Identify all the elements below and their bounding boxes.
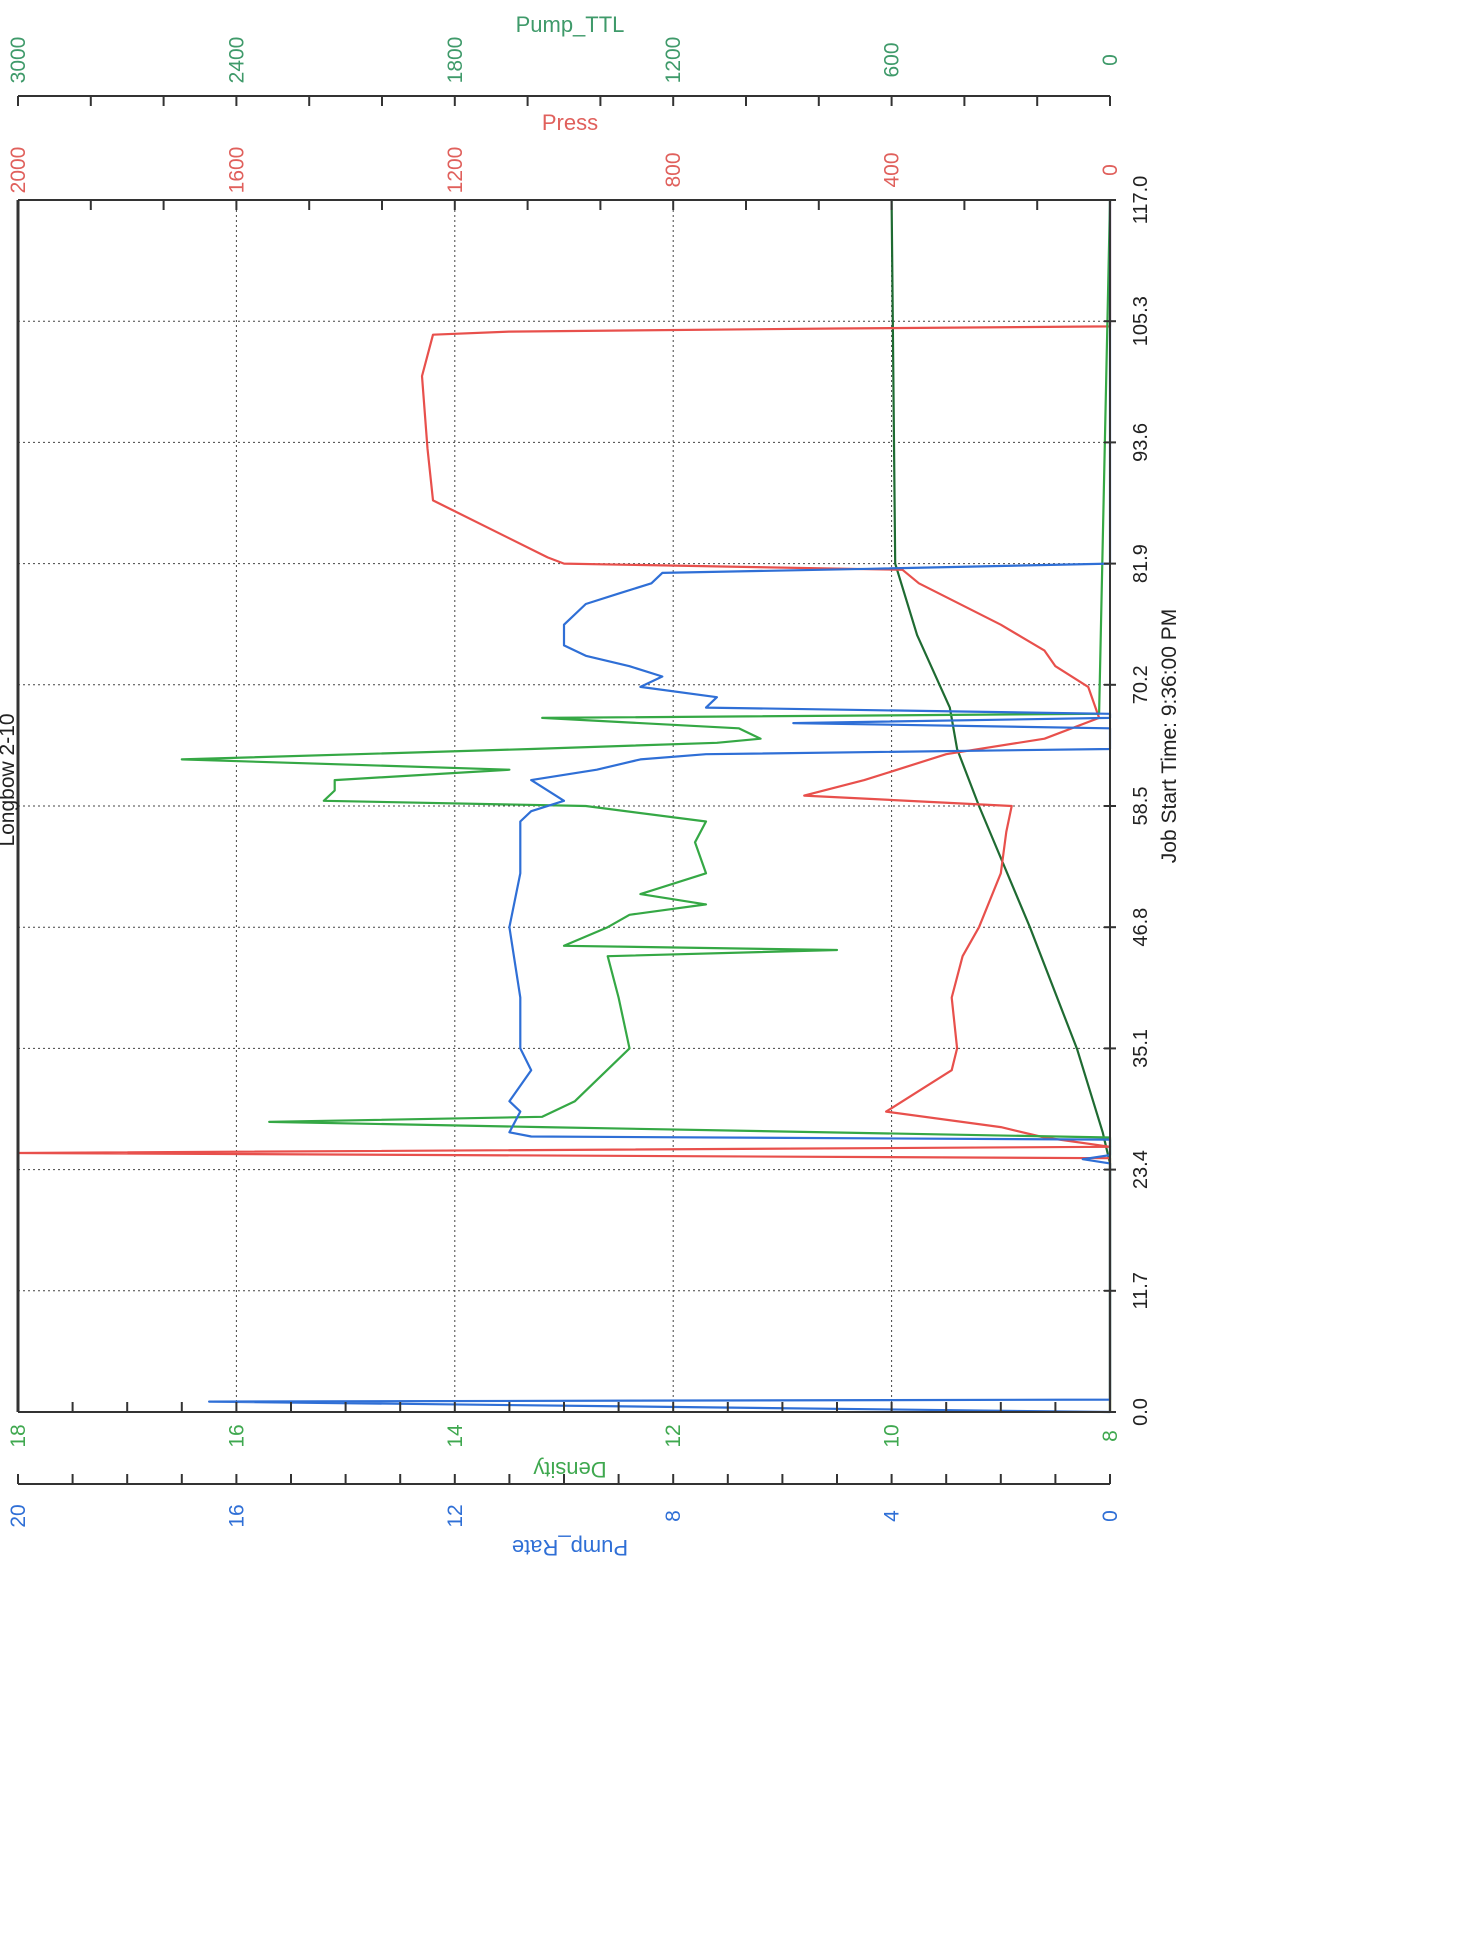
x-tick-label: 70.2 <box>1130 665 1152 704</box>
series-line-press <box>16 200 1112 1412</box>
series-layer <box>16 199 1112 1414</box>
x-tick-label: 46.8 <box>1130 908 1152 947</box>
x-axis-label: Job Start Time: 9:36:00 PM <box>1158 609 1181 863</box>
press-tick-label: 400 <box>881 152 904 187</box>
pump-rate-tick-label: 4 <box>881 1510 904 1522</box>
series-line-density <box>180 199 1112 1412</box>
x-tick-label: 105.3 <box>1130 296 1152 346</box>
text-layer: 0.0 11.7 23.4 35.1 46.8 58.5 70.2 81.9 93.6 105.3… <box>0 12 1181 1560</box>
chart-title: Longbow 2-10 <box>0 713 19 846</box>
axes-layer <box>16 95 1116 1485</box>
x-tick-label: 81.9 <box>1130 544 1152 583</box>
x-tick-label: 35.1 <box>1130 1029 1152 1068</box>
x-tick-label: 93.6 <box>1130 423 1152 462</box>
density-axis-label: Density <box>533 1457 606 1482</box>
pump-rate-tick-label: 8 <box>662 1510 685 1522</box>
press-tick-label: 2000 <box>7 147 30 194</box>
pump-ttl-tick-label: 3000 <box>7 37 30 84</box>
pump-rate-tick-label: 0 <box>1099 1510 1122 1522</box>
pump-ttl-axis-label: Pump_TTL <box>516 12 625 37</box>
x-tick-label: 11.7 <box>1130 1272 1152 1309</box>
density-tick-label: 16 <box>225 1424 248 1447</box>
density-tick-label: 18 <box>7 1424 30 1447</box>
pump-rate-tick-label: 12 <box>444 1504 467 1527</box>
pump-rate-tick-label: 16 <box>225 1504 248 1527</box>
pump-ttl-tick-label: 1800 <box>444 37 467 84</box>
pump-ttl-tick-label: 600 <box>881 42 904 77</box>
series-line-pump-ttl <box>890 199 1112 1412</box>
x-tick-label: 58.5 <box>1130 787 1152 826</box>
pump-ttl-tick-label: 0 <box>1099 54 1122 66</box>
density-tick-label: 8 <box>1099 1430 1122 1442</box>
density-tick-label: 14 <box>444 1424 467 1448</box>
press-tick-label: 1600 <box>225 147 248 194</box>
x-tick-label: 23.4 <box>1130 1150 1152 1189</box>
pump-ttl-tick-label: 1200 <box>662 37 685 84</box>
density-tick-label: 10 <box>881 1424 904 1447</box>
press-tick-label: 0 <box>1099 164 1122 176</box>
pump-ttl-tick-label: 2400 <box>225 37 248 84</box>
x-tick-label: 117.0 <box>1130 176 1152 225</box>
pump-rate-axis-label: Pump_Rate <box>512 1535 628 1560</box>
pump-rate-tick-label: 20 <box>7 1504 30 1527</box>
series-line-pump-rate <box>208 200 1112 1414</box>
press-axis-label: Press <box>542 110 598 135</box>
density-tick-label: 12 <box>662 1424 685 1447</box>
press-tick-label: 800 <box>662 152 685 187</box>
x-tick-label: 0.0 <box>1130 1398 1152 1426</box>
press-tick-label: 1200 <box>444 147 467 194</box>
